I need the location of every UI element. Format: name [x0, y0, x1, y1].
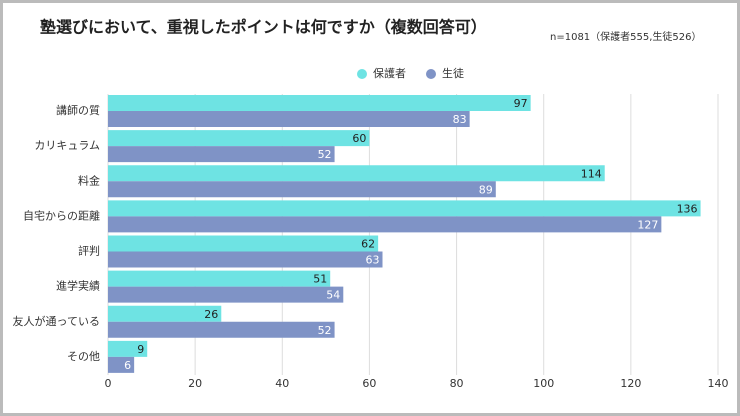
value-label: 51	[313, 273, 327, 286]
value-label: 60	[352, 132, 366, 145]
legend-label: 保護者	[373, 66, 406, 80]
bar	[108, 111, 470, 127]
bar	[108, 340, 148, 357]
x-tick-label: 140	[708, 377, 729, 390]
value-label: 83	[453, 113, 467, 126]
bar	[108, 165, 605, 182]
legend-label: 生徒	[442, 66, 464, 80]
x-tick-label: 120	[620, 377, 641, 390]
x-tick-label: 40	[275, 377, 289, 390]
value-label: 54	[326, 289, 340, 302]
y-tick-label: 進学実績	[56, 279, 100, 293]
chart-subtitle: n=1081（保護者555,生徒526）	[550, 30, 702, 43]
y-tick-label: その他	[67, 350, 100, 363]
bar	[108, 146, 335, 163]
y-tick-label: カリキュラム	[34, 139, 100, 152]
legend-marker	[357, 69, 367, 79]
x-tick-label: 60	[362, 377, 376, 390]
y-tick-label: 評判	[78, 244, 100, 258]
x-tick-label: 20	[188, 377, 202, 390]
y-tick-label: 料金	[78, 173, 100, 187]
bar	[108, 305, 222, 322]
bar	[108, 95, 531, 111]
bar	[108, 216, 662, 233]
bar	[108, 235, 379, 252]
y-tick-label: 自宅からの距離	[23, 208, 100, 222]
bar	[108, 130, 370, 147]
value-label: 62	[361, 238, 375, 251]
x-tick-label: 80	[450, 377, 464, 390]
value-label: 136	[677, 202, 698, 215]
bar	[108, 321, 335, 338]
chart-title: 塾選びにおいて、重視したポイントは何ですか（複数回答可）	[40, 18, 487, 37]
y-tick-label: 講師の質	[56, 103, 100, 117]
legend-marker	[426, 69, 436, 79]
bar	[108, 286, 344, 303]
value-label: 97	[514, 97, 528, 110]
bar	[108, 181, 496, 198]
value-label: 63	[366, 254, 380, 267]
value-label: 6	[124, 359, 131, 372]
x-tick-label: 0	[105, 377, 112, 390]
bar	[108, 270, 331, 287]
value-label: 26	[204, 308, 218, 321]
value-label: 127	[637, 218, 658, 231]
value-label: 9	[137, 343, 144, 356]
y-tick-label: 友人が通っている	[13, 314, 100, 328]
bar	[108, 251, 383, 268]
value-label: 52	[318, 148, 332, 161]
bar	[108, 356, 135, 373]
value-label: 89	[479, 183, 493, 196]
value-label: 114	[581, 167, 602, 180]
x-tick-label: 100	[533, 377, 554, 390]
value-label: 52	[318, 324, 332, 337]
bar	[108, 200, 701, 217]
